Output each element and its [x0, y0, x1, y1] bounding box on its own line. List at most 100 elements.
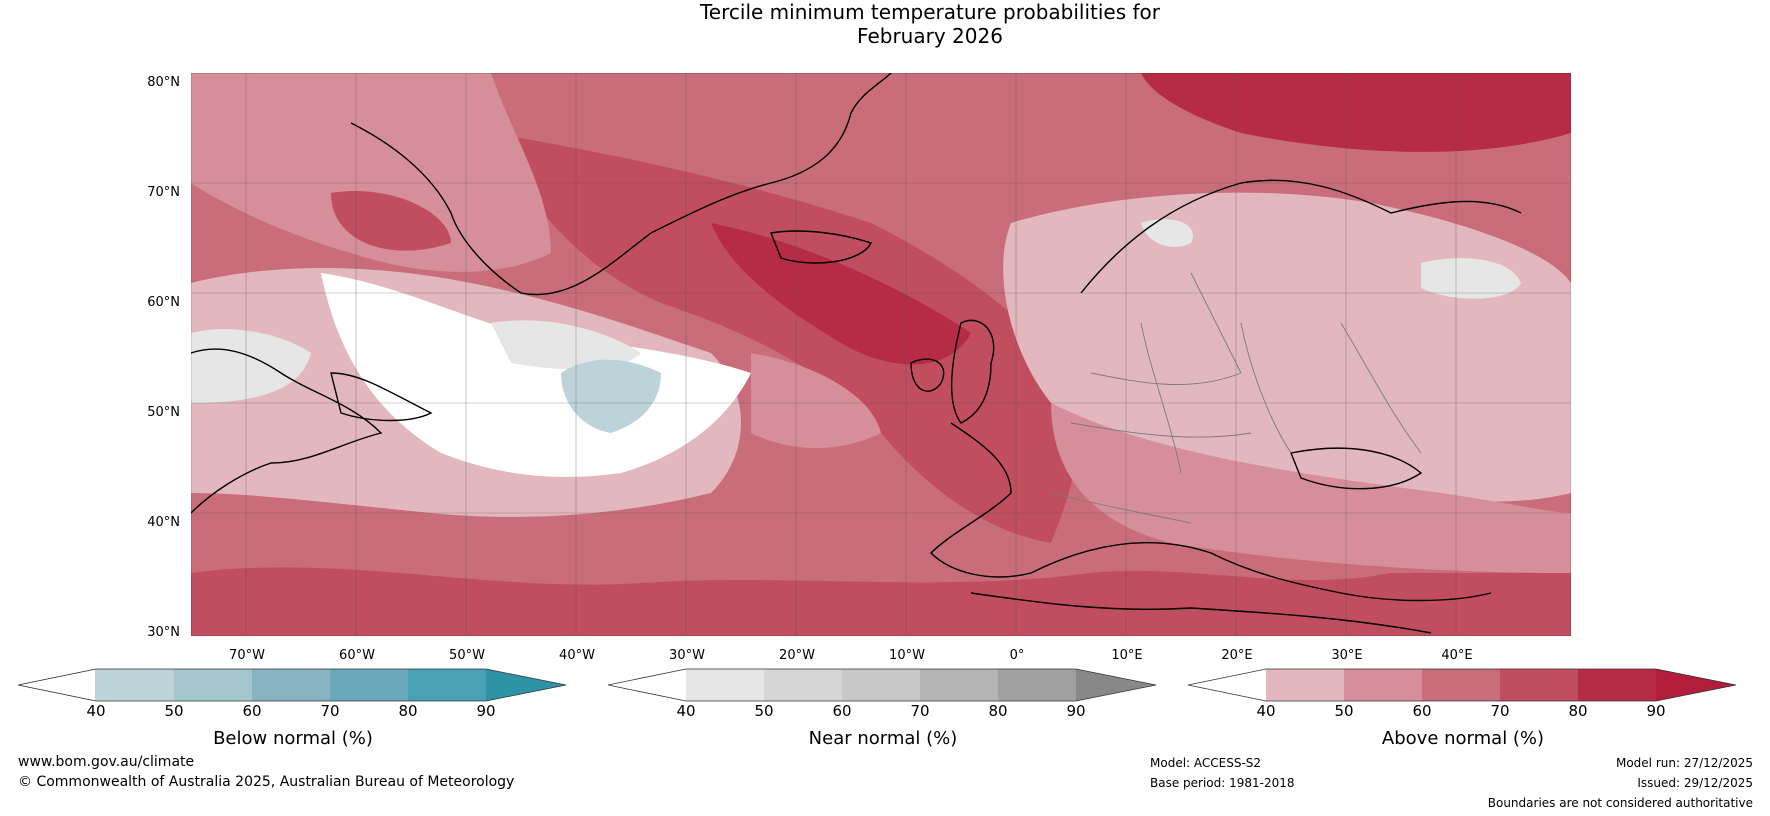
cbar-below-seg-6 — [486, 669, 566, 701]
tick-above-70: 70 — [1490, 702, 1510, 720]
coastlines — [191, 73, 1522, 634]
lat-label-80n: 80°N — [147, 75, 180, 90]
africa-coast — [970, 592, 1432, 634]
cbar-below-seg-4 — [330, 669, 408, 701]
cbar-below-seg-3 — [252, 669, 330, 701]
white-region-west-atlantic — [321, 273, 751, 477]
footer-model-run: Model run: 27/12/2025 — [1615, 756, 1753, 770]
lat-label-60n: 60°N — [147, 295, 180, 310]
lon-label-70w: 70°W — [229, 648, 265, 663]
cbar-near-seg-4 — [920, 669, 998, 701]
cbar-near-seg-6 — [1076, 669, 1156, 701]
cbar-near-seg-1 — [686, 669, 764, 701]
cbar-above-seg-2 — [1344, 669, 1422, 701]
cbar-below-seg-0 — [18, 668, 97, 702]
cbar-above-seg-1 — [1266, 669, 1344, 701]
cbar-below-seg-1 — [96, 669, 174, 701]
lon-label-20w: 20°W — [779, 648, 815, 663]
above-90-region-south — [191, 567, 1571, 636]
lat-label-70n: 70°N — [147, 185, 180, 200]
tick-below-40: 40 — [86, 702, 106, 720]
tick-below-70: 70 — [320, 702, 340, 720]
tick-below-60: 60 — [242, 702, 262, 720]
title-line-2: February 2026 — [857, 24, 1003, 48]
footer-website: www.bom.gov.au/climate — [18, 754, 195, 770]
tick-near-50: 50 — [754, 702, 774, 720]
colorbar-below-normal — [18, 668, 567, 702]
lon-label-10e: 10°E — [1111, 648, 1143, 663]
cbar-above-seg-6 — [1656, 669, 1736, 701]
title-line-1: Tercile minimum temperature probabilitie… — [699, 0, 1161, 24]
tick-below-80: 80 — [398, 702, 418, 720]
footer-model: Model: ACCESS-S2 — [1150, 756, 1262, 770]
colorbar-above-normal — [1188, 668, 1737, 702]
lon-label-60w: 60°W — [339, 648, 375, 663]
greenland-coast — [350, 73, 892, 296]
cbar-near-seg-3 — [842, 669, 920, 701]
colorbar-title-above-normal: Above normal (%) — [1381, 728, 1545, 749]
lon-label-50w: 50°W — [449, 648, 485, 663]
near-normal-scandinavia — [1141, 219, 1193, 247]
lon-label-10w: 10°W — [889, 648, 925, 663]
below-normal-region — [561, 359, 661, 433]
lon-label-30w: 30°W — [669, 648, 705, 663]
lon-label-30e: 30°E — [1331, 648, 1363, 663]
probability-map — [191, 73, 1571, 636]
tick-near-90: 90 — [1066, 702, 1086, 720]
cbar-near-seg-0 — [608, 669, 686, 701]
near-normal-atlantic — [491, 320, 641, 370]
footer-base-period: Base period: 1981-2018 — [1150, 776, 1295, 790]
tick-near-40: 40 — [676, 702, 696, 720]
lon-label-40e: 40°E — [1441, 648, 1473, 663]
cbar-above-seg-0 — [1188, 669, 1266, 701]
country-borders — [1050, 272, 1422, 524]
cbar-above-seg-3 — [1422, 669, 1500, 701]
above-70-greenland-inner — [331, 191, 451, 251]
above-90-region-arctic — [1141, 73, 1571, 152]
lon-label-20e: 20°E — [1221, 648, 1253, 663]
cbar-near-seg-2 — [764, 669, 842, 701]
map-title: Tercile minimum temperature probabilitie… — [0, 0, 1770, 48]
tick-below-50: 50 — [164, 702, 184, 720]
colorbar-title-below-normal: Below normal (%) — [213, 728, 373, 749]
uk-coast — [950, 319, 995, 424]
tick-above-60: 60 — [1412, 702, 1432, 720]
tick-near-80: 80 — [988, 702, 1008, 720]
colorbar-title-near-normal: Near normal (%) — [808, 728, 958, 749]
iceland-coast — [770, 230, 872, 264]
footer-disclaimer: Boundaries are not considered authoritat… — [1487, 796, 1753, 810]
tick-above-50: 50 — [1334, 702, 1354, 720]
tick-above-40: 40 — [1256, 702, 1276, 720]
above-60-europe-south — [1051, 403, 1571, 573]
above-60-greenland — [191, 73, 551, 272]
cbar-above-seg-4 — [1500, 669, 1578, 701]
near-normal-west — [191, 329, 311, 403]
lat-label-40n: 40°N — [147, 515, 180, 530]
lon-label-40w: 40°W — [559, 648, 595, 663]
black-sea-coast — [1290, 447, 1423, 490]
above-80-region-atlantic — [491, 133, 1080, 543]
tick-near-60: 60 — [832, 702, 852, 720]
cbar-above-seg-5 — [1578, 669, 1656, 701]
tick-below-90: 90 — [476, 702, 496, 720]
newfoundland-coast — [330, 372, 433, 422]
footer-issued: Issued: 29/12/2025 — [1637, 776, 1753, 790]
canada-coast — [191, 348, 383, 514]
cbar-below-seg-5 — [408, 669, 486, 701]
tick-above-90: 90 — [1646, 702, 1666, 720]
cbar-below-seg-2 — [174, 669, 252, 701]
footer-copyright: © Commonwealth of Australia 2025, Austra… — [18, 774, 515, 790]
lat-label-50n: 50°N — [147, 405, 180, 420]
above-60-mid-atlantic — [751, 353, 881, 448]
graticule — [191, 73, 1571, 636]
lat-label-30n: 30°N — [147, 625, 180, 640]
near-normal-russia — [1421, 258, 1521, 299]
scandinavia-coast — [1080, 179, 1522, 294]
cbar-near-seg-5 — [998, 669, 1076, 701]
tick-near-70: 70 — [910, 702, 930, 720]
tick-above-80: 80 — [1568, 702, 1588, 720]
colorbar-near-normal — [608, 668, 1157, 702]
europe-west-coast — [930, 422, 1032, 578]
ireland-coast — [910, 358, 945, 392]
lon-label-0: 0° — [1009, 648, 1025, 663]
